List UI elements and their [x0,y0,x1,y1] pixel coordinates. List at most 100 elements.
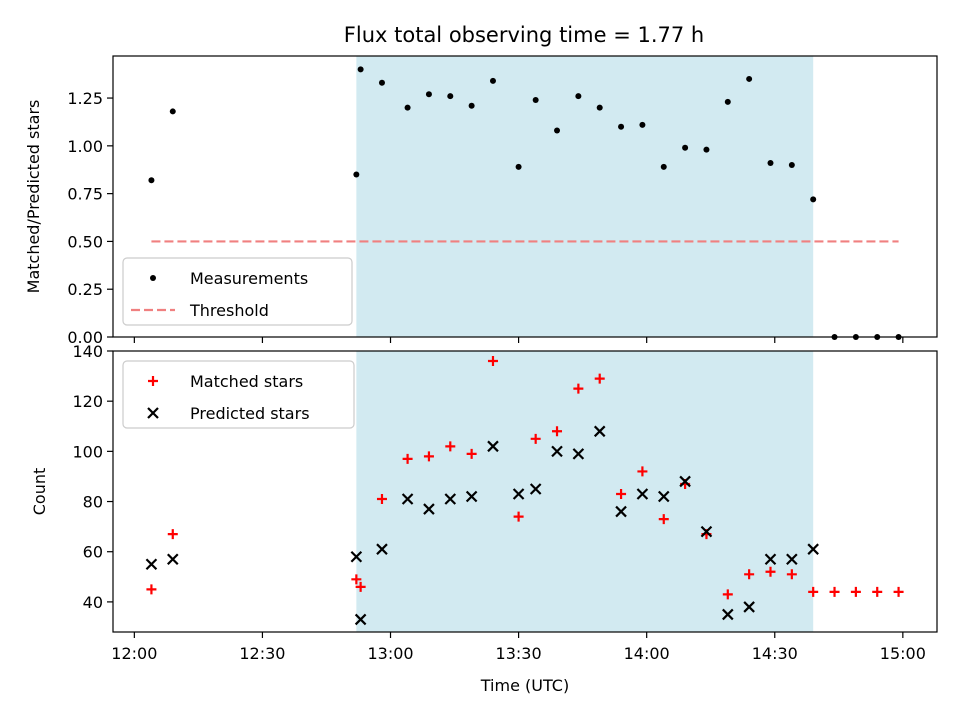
matched-point [744,569,755,580]
matched-point [786,569,797,580]
matched-point [893,586,904,597]
measurement-point [767,160,774,167]
predicted-point [764,553,777,566]
legend-label: Predicted stars [190,404,310,423]
measurement-point [639,121,646,128]
legend-box [122,257,353,326]
matched-point [146,584,157,595]
predicted-point [465,490,478,503]
matched-point [829,586,840,597]
measurement-point [404,104,411,111]
predicted-point [487,440,499,453]
y-tick-label: 1.25 [67,89,103,108]
measurement-point [425,91,432,98]
matched-point [850,586,861,597]
measurement-point [660,163,667,170]
predicted-point [444,493,457,505]
y-tick-label: 40 [83,593,103,612]
y-tick-label: 80 [83,493,103,512]
legend-label: Measurements [190,269,308,288]
y-tick-label: 1.00 [67,137,103,156]
x-tick-label: 13:30 [496,644,542,663]
measurement-point [724,98,731,105]
predicted-point [354,613,367,626]
y-tick-label: 0.00 [67,328,103,347]
matched-point [616,489,627,500]
measurement-point [489,77,496,84]
x-tick-label: 14:30 [752,644,798,663]
y-axis-label: Matched/Predicted stars [24,100,43,294]
x-tick-label: 13:00 [367,644,413,663]
matched-point [552,426,563,437]
legend-label: Threshold [189,301,269,320]
predicted-point [657,490,670,503]
predicted-point [166,553,179,566]
matched-point [487,356,498,367]
matched-point [530,433,541,444]
legend-box [122,360,355,429]
measurement-point [169,108,176,115]
matched-point [808,586,819,597]
y-tick-label: 0.75 [67,185,103,204]
matched-point [376,494,387,505]
measurement-point [788,161,795,168]
shaded-region [356,351,814,632]
measurement-point [554,127,561,134]
legend-matched-swatch [148,376,158,386]
measurement-point [618,123,625,130]
measurement-point [447,93,454,100]
measurement-point [746,75,753,82]
axes-frame [112,55,938,338]
matched-point [637,466,648,477]
predicted-point [679,475,691,488]
legend-label: Matched stars [190,372,303,391]
matched-point [594,373,605,384]
measurement-point [353,171,360,178]
matched-point [722,589,733,600]
y-tick-label: 0.25 [67,280,103,299]
predicted-point [376,543,388,555]
measurement-point [682,144,689,151]
y-tick-label: 60 [83,543,103,562]
matched-point [445,441,456,452]
matched-point [351,574,362,585]
x-tick-label: 12:30 [239,644,285,663]
legend-predicted-swatch [147,407,159,419]
measurement-point [596,104,603,111]
y-axis-label: Count [30,468,49,516]
x-tick-label: 15:00 [880,644,926,663]
matched-point [402,453,413,464]
matched-point [513,511,524,522]
predicted-point [615,505,627,518]
measurement-point [532,96,539,103]
y-tick-label: 0.50 [67,232,103,251]
predicted-point [401,493,414,505]
predicted-point [722,608,734,621]
predicted-point [529,483,542,495]
predicted-point [743,601,755,613]
matched-point [167,529,178,540]
y-tick-label: 120 [72,392,103,411]
measurement-point [378,79,385,86]
predicted-point [145,558,158,571]
shaded-region [356,56,814,337]
x-axis-label: Time (UTC) [480,676,569,695]
matched-point [872,586,883,597]
x-tick-label: 12:00 [111,644,157,663]
predicted-point [807,543,819,555]
predicted-point [572,448,585,460]
y-tick-label: 100 [72,442,103,461]
legend-measurement-swatch [150,275,156,281]
y-tick-label: 140 [72,342,103,361]
measurement-point [515,163,522,170]
bottom-panel: 40 60 80 100 120 140 12:00 12:30 13:00 13:30 14:00… [30,342,938,695]
predicted-point [786,553,798,566]
matched-point [355,581,366,592]
measurement-point [148,177,155,184]
matched-point [658,514,669,525]
x-tick-label: 14:00 [624,644,670,663]
measurement-point [810,196,817,203]
predicted-point [593,425,606,438]
